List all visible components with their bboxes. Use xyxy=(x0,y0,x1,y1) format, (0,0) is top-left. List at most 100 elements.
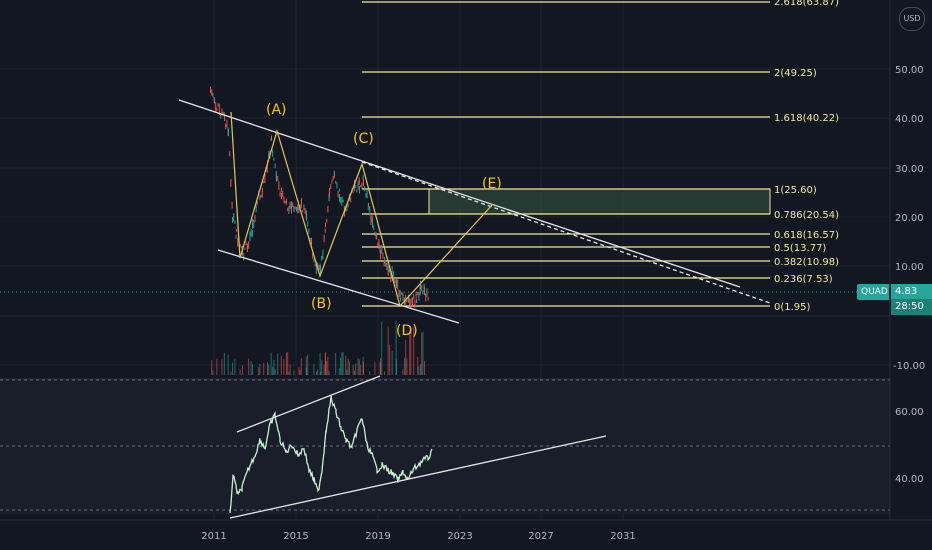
candle xyxy=(244,247,246,251)
volume-bar xyxy=(293,370,295,375)
candle xyxy=(377,242,379,246)
candle xyxy=(245,241,247,246)
candle xyxy=(254,214,256,223)
candle xyxy=(352,191,354,194)
volume-bar xyxy=(211,360,213,375)
candle xyxy=(285,203,287,206)
candle xyxy=(284,200,286,204)
fib-label: 2(49.25) xyxy=(774,68,817,79)
candle xyxy=(356,189,358,193)
candle xyxy=(399,290,401,299)
candle xyxy=(271,135,272,141)
volume-bar xyxy=(289,364,291,375)
volume-bar xyxy=(221,358,223,375)
candle xyxy=(306,211,307,221)
candle xyxy=(426,288,428,297)
indicator-lower-trendline[interactable] xyxy=(229,435,607,519)
fib-label: 1.618(40.22) xyxy=(774,113,839,124)
candle xyxy=(338,188,340,192)
indicator-upper-trendline[interactable] xyxy=(236,375,381,433)
price-axis[interactable]: 50.00 40.00 30.00 20.00 10.00 -10.00 60.… xyxy=(893,65,925,485)
candle xyxy=(327,205,329,213)
candle xyxy=(217,103,219,107)
candle xyxy=(415,291,417,299)
candle xyxy=(409,297,411,306)
channel-lower-line[interactable] xyxy=(217,249,460,324)
volume-bar xyxy=(320,371,321,375)
indicator-line[interactable] xyxy=(229,395,433,514)
volume-bar xyxy=(274,369,276,375)
candle xyxy=(329,187,330,198)
candle xyxy=(268,151,270,159)
fib-label: 0.618(16.57) xyxy=(774,230,839,241)
candle xyxy=(228,128,229,136)
candle xyxy=(330,184,332,189)
candle xyxy=(368,202,369,207)
volume-bar xyxy=(341,352,343,375)
candle xyxy=(400,297,401,302)
candle xyxy=(339,194,340,202)
candle xyxy=(262,187,263,192)
candle xyxy=(289,201,291,209)
candle xyxy=(318,265,320,271)
volume-bar xyxy=(374,362,376,375)
volume-bar xyxy=(395,320,397,375)
candle xyxy=(404,297,405,307)
candle xyxy=(421,285,423,292)
candle xyxy=(311,237,312,244)
volume-bar xyxy=(405,340,407,375)
volume-bar xyxy=(252,364,253,375)
candle xyxy=(331,179,333,184)
candle xyxy=(322,249,324,260)
candle xyxy=(219,110,220,116)
candle xyxy=(230,178,232,187)
candle xyxy=(212,93,214,98)
volume-bar xyxy=(242,365,243,375)
trend-channel[interactable] xyxy=(178,99,771,324)
wave-label-a: (A) xyxy=(266,102,287,118)
candle xyxy=(229,151,231,157)
currency-button[interactable]: USD xyxy=(899,7,925,31)
candle xyxy=(298,207,300,213)
fib-extension[interactable] xyxy=(362,1,770,307)
candle xyxy=(301,198,302,206)
volume-bar xyxy=(406,358,408,375)
candle xyxy=(321,255,323,261)
volume-bar xyxy=(212,370,214,375)
fib-label: 1(25.60) xyxy=(774,185,817,196)
price-tick: 20.00 xyxy=(895,213,924,224)
candle xyxy=(315,265,317,275)
fib-labels: 2.618(63.87) 2(49.25) 1.618(40.22) 1(25.… xyxy=(774,0,839,313)
candle xyxy=(259,195,261,200)
candle xyxy=(231,201,233,209)
candle xyxy=(281,193,282,200)
candle xyxy=(234,220,236,224)
volume-bar xyxy=(326,360,328,375)
candle xyxy=(224,115,225,121)
candle xyxy=(416,299,417,304)
volume-bar xyxy=(380,358,381,375)
price-candles[interactable] xyxy=(210,86,429,309)
volume-bar xyxy=(258,367,260,375)
price-tick: -10.00 xyxy=(893,361,925,372)
time-axis[interactable]: 2011 2015 2019 2023 2027 2031 xyxy=(201,531,635,542)
candle xyxy=(335,180,337,184)
elliott-wave-path[interactable] xyxy=(230,111,494,308)
symbol-tag: QUAD xyxy=(857,284,889,300)
volume-bar xyxy=(288,371,290,375)
candle xyxy=(427,296,429,301)
volume-bar xyxy=(300,358,302,375)
time-tick: 2027 xyxy=(528,531,553,542)
candle xyxy=(408,294,409,303)
volume-bar xyxy=(404,358,405,375)
candle xyxy=(237,237,239,247)
candle xyxy=(370,215,372,226)
volume-bar xyxy=(317,369,319,375)
candle xyxy=(360,184,362,188)
target-zone-box[interactable] xyxy=(428,188,771,215)
indicator-trendlines[interactable] xyxy=(229,375,607,519)
channel-upper-line[interactable] xyxy=(178,99,741,288)
volume-bar xyxy=(263,362,265,375)
candle xyxy=(393,271,395,281)
